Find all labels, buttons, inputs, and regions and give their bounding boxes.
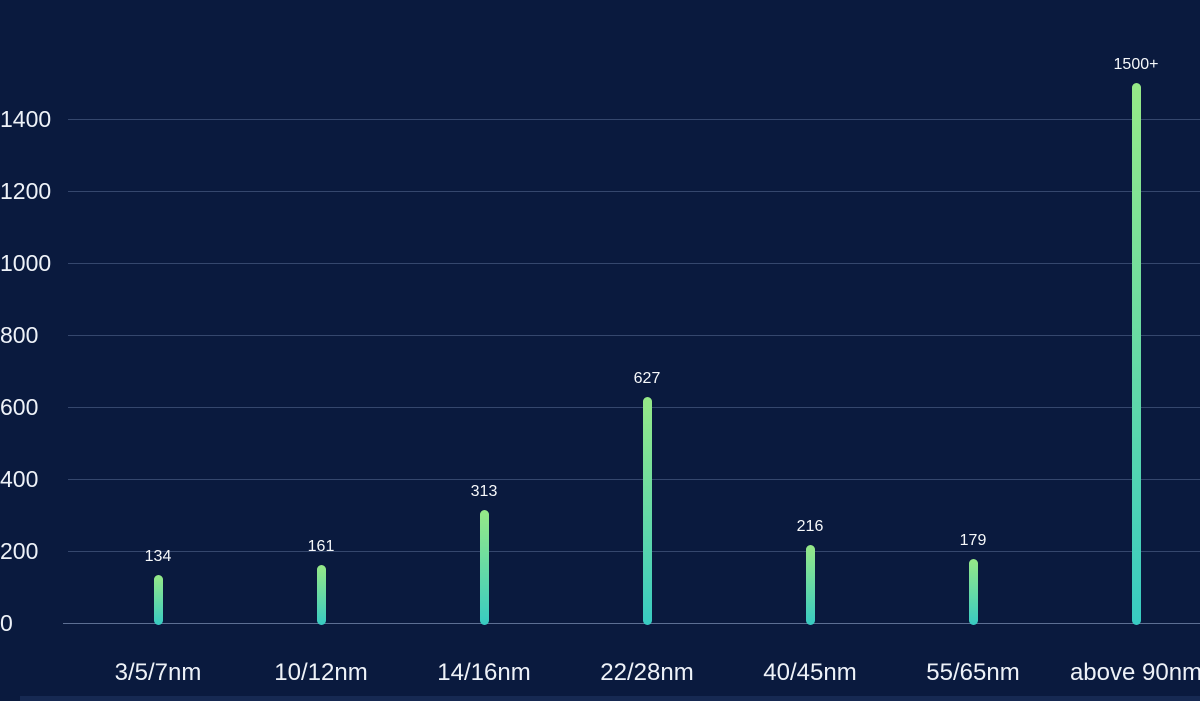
bar xyxy=(153,574,163,625)
y-axis-tick-label: 0 xyxy=(0,610,13,636)
bottom-edge-strip xyxy=(20,696,1200,701)
bar-value-label: 1500+ xyxy=(1113,56,1159,73)
y-axis-tick-label: 200 xyxy=(0,538,39,564)
bar-value-label: 134 xyxy=(144,547,172,565)
bar xyxy=(479,510,489,625)
bar-value-label: 216 xyxy=(796,518,824,536)
x-axis-category-label: 3/5/7nm xyxy=(114,659,202,686)
bar-value-label: 627 xyxy=(633,370,661,388)
y-axis-tick-label: 1400 xyxy=(0,106,52,132)
x-axis-category-label: 14/16nm xyxy=(437,659,531,686)
gridline xyxy=(68,119,1200,120)
y-axis-tick-label: 1000 xyxy=(0,250,52,276)
gridline xyxy=(68,551,1200,552)
x-axis-category-label: 22/28nm xyxy=(600,659,694,686)
bar xyxy=(968,558,978,625)
x-axis-category-label: above 90nm xyxy=(1069,659,1200,686)
y-axis-tick-label: 400 xyxy=(0,466,39,492)
y-axis-tick-label: 1200 xyxy=(0,178,52,204)
y-axis-tick-label: 600 xyxy=(0,394,39,420)
bar xyxy=(642,397,652,625)
bar xyxy=(316,565,326,625)
gridline xyxy=(68,191,1200,192)
gridline xyxy=(68,479,1200,480)
bar xyxy=(1131,83,1141,625)
x-axis-category-label: 55/65nm xyxy=(926,659,1020,686)
gridline xyxy=(68,335,1200,336)
x-axis-line xyxy=(63,623,1200,624)
bar xyxy=(805,545,815,625)
gridline xyxy=(68,407,1200,408)
gridline xyxy=(68,263,1200,264)
bar-value-label: 313 xyxy=(470,483,498,501)
y-axis-tick-label: 800 xyxy=(0,322,39,348)
bar-value-label: 161 xyxy=(307,538,335,556)
bar-value-label: 179 xyxy=(959,531,987,549)
x-axis-category-label: 10/12nm xyxy=(274,659,368,686)
x-axis-category-label: 40/45nm xyxy=(763,659,857,686)
